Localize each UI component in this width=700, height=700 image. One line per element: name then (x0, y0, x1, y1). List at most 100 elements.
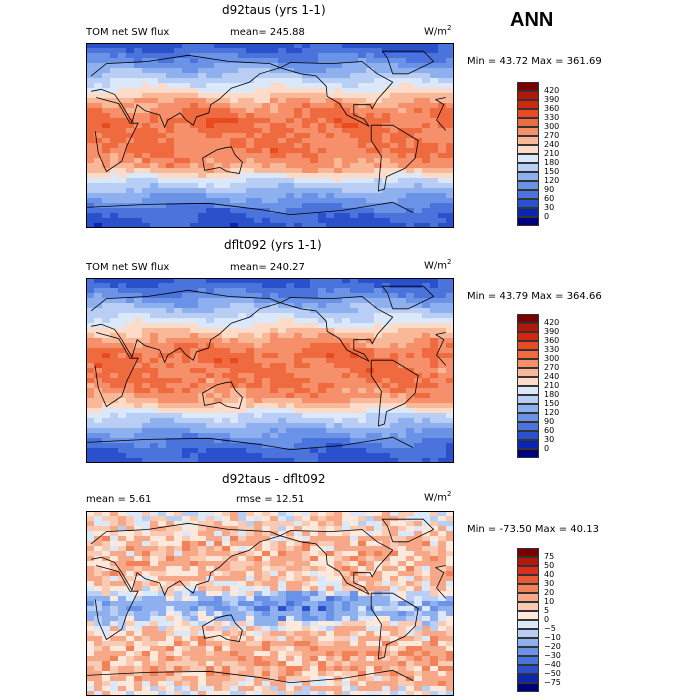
map-cell (350, 591, 359, 597)
map-cell (166, 323, 175, 329)
map-cell (318, 551, 327, 557)
map-cell (102, 641, 111, 647)
map-cell (118, 428, 127, 434)
map-cell (246, 323, 255, 329)
map-cell (342, 58, 351, 64)
map-cell (118, 418, 127, 424)
map-cell (246, 393, 255, 399)
map-cell (406, 78, 415, 84)
map-cell (294, 348, 303, 354)
map-cell (174, 83, 183, 89)
map-cell (350, 388, 359, 394)
map-cell (438, 586, 447, 592)
map-cell (414, 656, 423, 662)
map-cell (326, 551, 335, 557)
panel1-minmax: Min = 43.72 Max = 361.69 (467, 56, 602, 67)
map-cell (326, 581, 335, 587)
map-cell (326, 536, 335, 542)
map-cell (182, 363, 191, 369)
map-cell (158, 601, 167, 607)
map-cell (334, 646, 343, 652)
map-cell (262, 293, 271, 299)
map-cell (406, 511, 415, 517)
map-cell (102, 123, 111, 129)
map-cell (390, 323, 399, 329)
map-cell (366, 293, 375, 299)
map-cell (382, 631, 391, 637)
map-cell (198, 606, 207, 612)
map-cell (174, 626, 183, 632)
map-cell (430, 123, 439, 129)
map-cell (230, 153, 239, 159)
map-cell (342, 338, 351, 344)
map-cell (278, 213, 287, 219)
map-cell (222, 218, 231, 224)
map-cell (318, 656, 327, 662)
map-cell (134, 348, 143, 354)
map-cell (382, 203, 391, 209)
map-cell (190, 53, 199, 59)
map-cell (278, 521, 287, 527)
map-cell (430, 303, 439, 309)
map-cell (166, 596, 175, 602)
map-cell (134, 68, 143, 74)
map-cell (430, 566, 439, 572)
map-cell (326, 208, 335, 214)
map-cell (374, 178, 383, 184)
map-cell (406, 661, 415, 667)
map-cell (262, 651, 271, 657)
map-cell (206, 173, 215, 179)
map-cell (174, 308, 183, 314)
map-cell (342, 581, 351, 587)
map-cell (358, 541, 367, 547)
map-cell (310, 348, 319, 354)
map-cell (158, 576, 167, 582)
map-cell (286, 103, 295, 109)
map-cell (358, 566, 367, 572)
map-cell (174, 591, 183, 597)
map-cell (262, 393, 271, 399)
map-cell (254, 616, 263, 622)
map-cell (414, 338, 423, 344)
map-cell (222, 298, 231, 304)
map-cell (198, 63, 207, 69)
map-cell (286, 163, 295, 169)
map-cell (94, 423, 103, 429)
map-cell (382, 198, 391, 204)
map-cell (110, 511, 119, 517)
map-cell (190, 626, 199, 632)
map-cell (422, 158, 431, 164)
map-cell (94, 353, 103, 359)
map-cell (174, 218, 183, 224)
map-cell (294, 448, 303, 454)
map-cell (254, 393, 263, 399)
map-cell (230, 636, 239, 642)
map-cell (398, 113, 407, 119)
map-cell (366, 541, 375, 547)
map-cell (374, 388, 383, 394)
map-cell (310, 546, 319, 552)
map-cell (246, 173, 255, 179)
map-cell (166, 516, 175, 522)
map-cell (174, 133, 183, 139)
map-cell (294, 651, 303, 657)
map-cell (142, 651, 151, 657)
map-cell (342, 178, 351, 184)
map-cell (102, 283, 111, 289)
map-cell (286, 546, 295, 552)
map-cell (246, 516, 255, 522)
map-cell (254, 358, 263, 364)
map-cell (150, 403, 159, 409)
map-cell (246, 566, 255, 572)
map-cell (190, 378, 199, 384)
map-cell (430, 53, 439, 59)
map-cell (222, 158, 231, 164)
map-cell (446, 408, 454, 414)
map-cell (262, 278, 271, 284)
map-cell (350, 353, 359, 359)
map-cell (278, 551, 287, 557)
map-cell (286, 333, 295, 339)
map-cell (310, 113, 319, 119)
map-cell (158, 536, 167, 542)
map-cell (278, 423, 287, 429)
